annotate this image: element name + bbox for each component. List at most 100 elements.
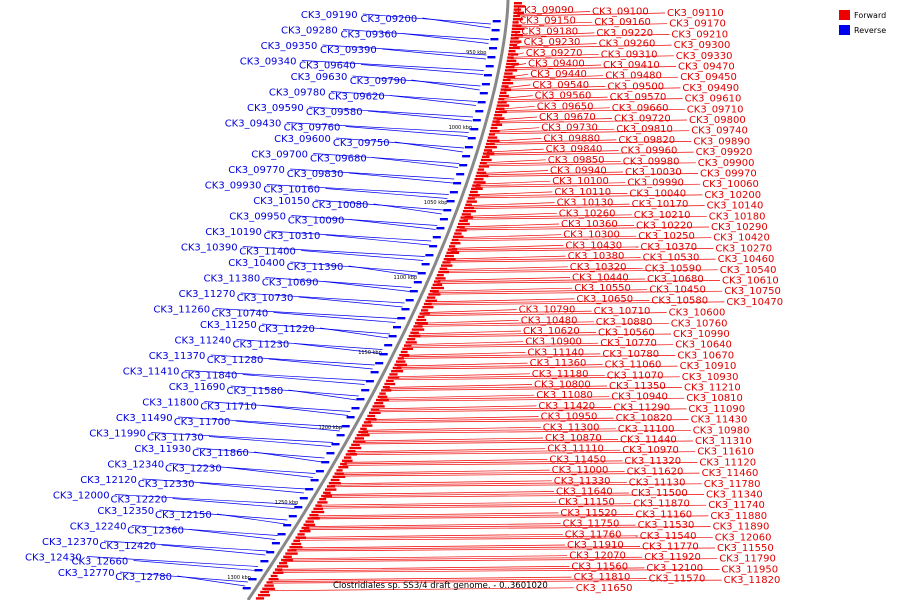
forward-gene-mark	[504, 69, 518, 72]
forward-leader-line	[380, 394, 535, 399]
reverse-gene-label: CK3_11370	[149, 351, 206, 362]
forward-gene-label: CK3_09330	[676, 51, 733, 62]
forward-leader-line	[489, 139, 617, 144]
forward-gene-label: CK3_11430	[691, 415, 748, 426]
forward-gene-label: CK3_11740	[708, 500, 765, 511]
forward-gene-mark	[511, 34, 523, 37]
reverse-leader-line	[199, 482, 304, 494]
forward-leader-line	[514, 34, 670, 38]
reverse-leader-line	[266, 184, 449, 195]
forward-gene-mark	[274, 568, 283, 571]
reverse-leader-line	[242, 246, 425, 257]
reverse-leader-line	[151, 432, 334, 443]
forward-gene-label: CK3_09410	[603, 60, 660, 71]
forward-gene-mark	[381, 389, 392, 392]
reverse-leader-line	[204, 401, 351, 412]
forward-gene-mark	[389, 373, 398, 376]
forward-leader-line	[324, 492, 630, 497]
forward-gene-label: CK3_09900	[698, 158, 755, 169]
forward-gene-mark	[283, 555, 292, 558]
forward-leader-line	[362, 426, 541, 431]
reverse-leader-line	[226, 467, 314, 478]
forward-gene-mark	[367, 414, 376, 418]
reverse-gene-mark	[489, 47, 497, 50]
forward-gene-mark	[512, 18, 523, 21]
forward-gene-label: CK3_10030	[625, 167, 682, 178]
forward-gene-mark	[356, 434, 370, 437]
reverse-gene-label: CK3_09760	[284, 123, 341, 134]
reverse-gene-mark	[336, 434, 345, 437]
legend-reverse-label: Reverse	[854, 26, 886, 35]
reverse-gene-mark	[453, 182, 462, 185]
reverse-gene-label: CK3_09770	[228, 165, 285, 176]
forward-leader-line	[512, 44, 672, 49]
forward-leader-line	[463, 214, 632, 219]
reverse-leader-line	[367, 110, 472, 122]
forward-leader-line	[486, 151, 694, 156]
reverse-gene-label: CK3_11700	[174, 417, 231, 428]
reverse-gene-label: CK3_12000	[53, 491, 110, 502]
forward-gene-label: CK3_11100	[618, 424, 675, 435]
reverse-gene-mark	[464, 146, 473, 149]
forward-gene-mark	[376, 398, 389, 402]
reverse-gene-label: CK3_09390	[320, 45, 377, 56]
forward-gene-label: CK3_11130	[629, 477, 686, 488]
forward-gene-mark	[414, 322, 428, 325]
forward-leader-line	[412, 332, 597, 336]
forward-leader-line	[509, 64, 602, 69]
reverse-leader-line	[177, 575, 246, 587]
reverse-gene-mark	[475, 110, 484, 113]
forward-gene-label: CK3_10040	[629, 188, 686, 199]
forward-leader-line	[285, 555, 568, 560]
forward-gene-label: CK3_11070	[607, 370, 664, 381]
reverse-leader-line	[169, 463, 316, 474]
forward-gene-mark	[429, 290, 439, 293]
forward-gene-label: CK3_09310	[601, 49, 658, 60]
forward-gene-mark	[454, 232, 462, 235]
forward-gene-label: CK3_10320	[570, 262, 627, 273]
forward-gene-mark	[301, 526, 310, 530]
forward-gene-mark	[441, 264, 453, 267]
forward-gene-mark	[423, 302, 432, 306]
forward-leader-line	[455, 235, 637, 240]
forward-gene-mark	[511, 27, 525, 30]
reverse-gene-mark	[467, 137, 476, 140]
forward-gene-label: CK3_10770	[600, 338, 657, 349]
forward-leader-line	[495, 119, 688, 124]
forward-gene-mark	[502, 78, 511, 82]
reverse-gene-mark	[485, 65, 494, 68]
reverse-gene-label: CK3_09680	[310, 154, 367, 165]
reverse-gene-label: CK3_10690	[262, 278, 319, 289]
reverse-leader-line	[254, 451, 323, 463]
forward-gene-label: CK3_09970	[700, 169, 757, 180]
forward-gene-label: CK3_10100	[552, 176, 609, 187]
forward-leader-line	[475, 182, 626, 187]
forward-leader-line	[503, 87, 681, 92]
reverse-gene-label: CK3_11860	[192, 448, 249, 459]
forward-gene-mark	[305, 520, 314, 523]
forward-gene-mark	[510, 40, 522, 43]
forward-leader-line	[271, 576, 572, 581]
forward-gene-mark	[485, 142, 495, 146]
reverse-gene-label: CK3_11260	[153, 305, 210, 316]
forward-gene-mark	[315, 504, 322, 507]
forward-gene-mark	[446, 251, 459, 254]
forward-gene-label: CK3_11210	[684, 383, 741, 394]
forward-gene-label: CK3_10950	[541, 412, 598, 423]
forward-gene-label: CK3_09730	[541, 123, 598, 134]
legend: Forward Reverse	[839, 10, 886, 35]
forward-leader-line	[374, 405, 537, 410]
forward-gene-mark	[392, 366, 402, 370]
forward-leader-line	[442, 266, 568, 271]
forward-leader-line	[317, 503, 632, 508]
forward-gene-mark	[495, 107, 505, 110]
forward-gene-label: CK3_11780	[704, 479, 761, 490]
reverse-leader-line	[348, 172, 453, 184]
forward-leader-line	[475, 183, 701, 188]
forward-gene-mark	[402, 347, 413, 350]
forward-gene-mark	[419, 312, 430, 315]
reverse-gene-mark	[491, 29, 500, 32]
reverse-gene-label: CK3_10190	[205, 227, 262, 238]
forward-gene-label: CK3_09940	[550, 166, 607, 177]
